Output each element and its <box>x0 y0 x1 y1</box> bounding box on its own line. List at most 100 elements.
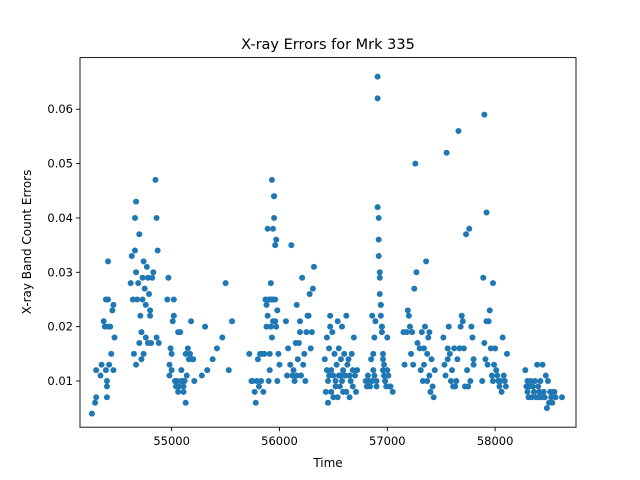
data-point <box>500 372 507 379</box>
data-point <box>213 345 220 352</box>
data-point <box>375 252 382 259</box>
data-point <box>276 361 283 368</box>
data-point <box>198 372 205 379</box>
data-point <box>470 361 477 368</box>
data-point <box>534 361 541 368</box>
data-point <box>106 361 113 368</box>
y-tick-label: 0.01 <box>47 374 73 388</box>
data-point <box>288 242 295 249</box>
data-point <box>339 323 346 330</box>
data-point <box>401 361 408 368</box>
data-point <box>492 345 499 352</box>
data-point <box>330 394 337 401</box>
data-point <box>131 214 138 221</box>
data-point <box>371 372 378 379</box>
data-point <box>133 361 140 368</box>
data-point <box>142 301 149 308</box>
data-point <box>348 350 355 357</box>
data-point <box>529 383 536 390</box>
data-point <box>446 350 453 357</box>
data-point <box>481 111 488 118</box>
data-point <box>382 378 389 384</box>
data-point <box>225 367 232 374</box>
data-point <box>328 388 335 395</box>
data-point <box>327 312 334 319</box>
data-point <box>272 296 279 303</box>
data-point <box>370 350 377 357</box>
data-point <box>414 339 421 346</box>
data-point <box>98 361 105 368</box>
data-point <box>333 361 340 368</box>
data-point <box>494 372 501 379</box>
data-point <box>374 204 381 211</box>
data-point <box>175 388 182 395</box>
data-point <box>445 323 452 330</box>
data-point <box>496 383 503 390</box>
data-point <box>444 345 451 352</box>
data-point <box>343 312 350 319</box>
data-point <box>131 247 138 254</box>
data-point <box>310 263 317 270</box>
data-point <box>442 372 449 379</box>
data-point <box>353 388 360 395</box>
data-point <box>140 258 147 265</box>
data-point <box>133 198 140 205</box>
data-point <box>375 236 382 243</box>
data-point <box>335 345 342 352</box>
data-point <box>551 388 558 395</box>
data-point <box>309 285 316 292</box>
data-point <box>369 312 376 319</box>
data-point <box>107 323 114 330</box>
data-point <box>108 350 115 357</box>
data-point <box>334 318 341 325</box>
data-point <box>408 350 415 357</box>
data-point <box>152 176 159 183</box>
data-point <box>480 274 487 281</box>
data-point <box>485 318 492 325</box>
data-point <box>532 378 539 384</box>
data-point <box>413 269 420 276</box>
data-point <box>270 225 277 232</box>
data-point <box>384 334 391 341</box>
data-point <box>528 394 535 401</box>
data-point <box>100 318 107 325</box>
data-point <box>148 339 155 346</box>
data-point <box>271 214 278 221</box>
data-point <box>497 378 504 384</box>
data-point <box>219 334 226 341</box>
data-point <box>410 361 417 368</box>
data-point <box>451 345 458 352</box>
data-point <box>285 345 292 352</box>
data-point <box>165 274 172 281</box>
data-point <box>406 323 413 330</box>
data-point <box>369 378 376 384</box>
data-point <box>268 176 275 183</box>
data-point <box>347 378 354 384</box>
data-point <box>93 367 100 374</box>
data-point <box>420 345 427 352</box>
data-point <box>174 378 181 384</box>
data-point <box>191 378 198 384</box>
data-point <box>261 350 268 357</box>
data-point <box>249 378 256 384</box>
data-point <box>341 350 348 357</box>
y-tick-label: 0.05 <box>47 157 73 171</box>
data-point <box>143 263 150 270</box>
y-tick-label: 0.04 <box>47 211 73 225</box>
data-point <box>336 383 343 390</box>
data-point <box>470 356 477 363</box>
data-point <box>109 307 116 314</box>
data-point <box>422 323 429 330</box>
data-point <box>202 323 209 330</box>
data-point <box>184 345 191 352</box>
data-point <box>454 356 461 363</box>
data-point <box>376 274 383 281</box>
data-point <box>301 350 308 357</box>
data-point <box>332 383 339 390</box>
data-point <box>110 301 117 308</box>
data-point <box>325 378 331 384</box>
data-point <box>373 378 380 384</box>
data-point <box>489 378 496 384</box>
data-point <box>350 334 357 341</box>
data-point <box>298 372 305 379</box>
